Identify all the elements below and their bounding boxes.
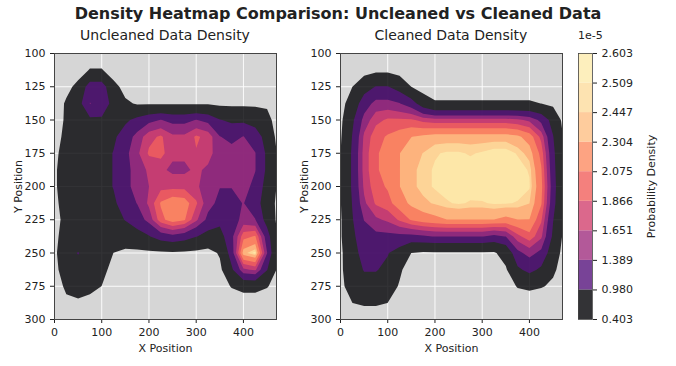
svg-text:0.980: 0.980 (602, 283, 634, 296)
svg-text:250: 250 (25, 247, 46, 260)
html-text:Cleaned Data Density: Cleaned Data Density (374, 27, 528, 43)
svg-text:300: 300 (186, 326, 207, 339)
svg-text:X Position: X Position (139, 342, 193, 355)
svg-text:200: 200 (138, 326, 159, 339)
svg-text:100: 100 (91, 326, 112, 339)
svg-text:100: 100 (311, 47, 332, 60)
svg-text:2.075: 2.075 (602, 165, 634, 178)
svg-text:2.509: 2.509 (602, 77, 634, 90)
svg-text:0: 0 (337, 326, 344, 339)
svg-text:0.403: 0.403 (602, 313, 634, 326)
svg-text:300: 300 (472, 326, 493, 339)
svg-text:175: 175 (25, 147, 46, 160)
svg-text:100: 100 (25, 47, 46, 60)
svg-text:0: 0 (51, 326, 58, 339)
svg-text:200: 200 (424, 326, 445, 339)
svg-text:1.651: 1.651 (602, 224, 634, 237)
svg-text:1.866: 1.866 (602, 195, 634, 208)
svg-text:300: 300 (25, 313, 46, 326)
svg-text:275: 275 (25, 280, 46, 293)
html-text:Uncleaned Data Density: Uncleaned Data Density (80, 27, 250, 43)
svg-text:Probability Density: Probability Density (645, 134, 658, 238)
html-text:1e-5: 1e-5 (578, 29, 603, 42)
svg-text:1.389: 1.389 (602, 254, 634, 267)
svg-text:275: 275 (311, 280, 332, 293)
svg-text:200: 200 (25, 180, 46, 193)
svg-text:250: 250 (311, 247, 332, 260)
svg-text:2.304: 2.304 (602, 136, 634, 149)
svg-text:225: 225 (311, 213, 332, 226)
html-text:Density Heatmap Comparison: Un: Density Heatmap Comparison: Uncleaned vs… (74, 4, 602, 23)
svg-text:Y Position: Y Position (298, 160, 311, 214)
svg-text:200: 200 (311, 180, 332, 193)
svg-text:125: 125 (311, 80, 332, 93)
svg-text:400: 400 (519, 326, 540, 339)
svg-text:150: 150 (311, 114, 332, 127)
svg-text:175: 175 (311, 147, 332, 160)
svg-text:100: 100 (377, 326, 398, 339)
svg-text:X Position: X Position (425, 342, 479, 355)
svg-text:225: 225 (25, 213, 46, 226)
svg-text:2.447: 2.447 (602, 106, 634, 119)
svg-text:300: 300 (311, 313, 332, 326)
svg-text:150: 150 (25, 114, 46, 127)
svg-text:2.603: 2.603 (602, 47, 634, 60)
svg-text:Y Position: Y Position (12, 160, 25, 214)
svg-text:400: 400 (233, 326, 254, 339)
svg-text:125: 125 (25, 80, 46, 93)
